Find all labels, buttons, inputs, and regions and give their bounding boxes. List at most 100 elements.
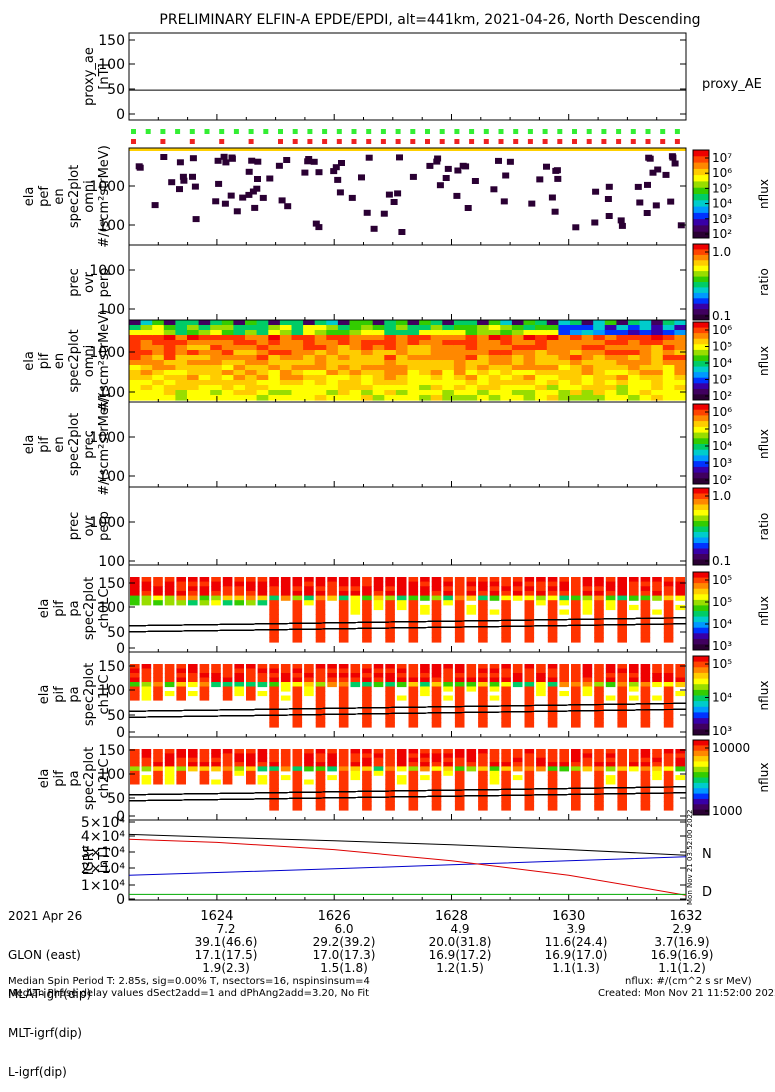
colorbar-segment xyxy=(693,661,709,668)
spectrogram-cell xyxy=(465,340,478,346)
spectrogram-cell xyxy=(188,664,198,670)
spectrogram-cell xyxy=(188,673,198,679)
spectrogram-cell xyxy=(639,390,652,396)
spectrogram-cell xyxy=(384,395,397,401)
spectrogram-cell xyxy=(228,154,236,161)
spectrogram-cell xyxy=(501,762,511,768)
spectrogram-cell xyxy=(338,614,349,620)
spectrogram-cell xyxy=(581,325,594,331)
spectrogram-cell xyxy=(141,600,152,606)
spectrogram-cell xyxy=(350,762,361,768)
spectrogram-cell xyxy=(640,577,651,583)
spectrogram-cell xyxy=(553,167,561,174)
y-tick-label: 100 xyxy=(98,469,125,485)
spectrogram-cell xyxy=(234,600,244,606)
spectrogram-cell xyxy=(675,682,685,688)
spectrogram-cell xyxy=(408,673,419,679)
spectrogram-cell xyxy=(268,350,281,356)
spectrogram-cell xyxy=(454,695,465,701)
spectrogram-cell xyxy=(523,395,536,401)
spectrogram-cell xyxy=(604,196,612,202)
flag-green xyxy=(145,129,151,134)
spectrogram-cell xyxy=(349,395,362,401)
spectrogram-cell xyxy=(535,390,548,396)
spectrogram-cell xyxy=(188,595,198,601)
spectrogram-cell xyxy=(314,325,327,331)
loss-cone-line xyxy=(128,708,687,718)
colorbar-segment xyxy=(693,421,709,428)
spectrogram-cell xyxy=(443,753,453,759)
colorbar-segment xyxy=(693,455,709,462)
spectrogram-cell xyxy=(454,757,465,763)
footer-value: 7.2 xyxy=(216,922,236,936)
spectrogram-cell xyxy=(501,618,511,624)
spectrogram-cell xyxy=(269,749,279,754)
flag-red xyxy=(160,139,166,144)
spectrogram-cell xyxy=(385,783,395,789)
spectrogram-cell xyxy=(536,691,546,697)
spectrogram-cell xyxy=(361,390,374,396)
colorbar-frame xyxy=(692,321,710,401)
spectrogram-cell xyxy=(362,757,372,763)
spectrogram-cell xyxy=(407,335,420,341)
spectrogram-cell xyxy=(640,709,651,715)
spectrogram-cell xyxy=(430,395,443,401)
spectrogram-cell xyxy=(501,775,511,781)
spectrogram-cell xyxy=(558,360,571,366)
spectrogram-cell xyxy=(663,749,674,754)
spectrogram-cell xyxy=(385,805,395,811)
spectrogram-cell xyxy=(292,577,303,583)
spectrogram-cell xyxy=(303,330,316,336)
spectrogram-cell xyxy=(314,365,327,371)
spectrogram-cell xyxy=(536,673,546,679)
spectrogram-cell xyxy=(338,673,349,679)
spectrogram-cell xyxy=(420,766,430,772)
spectrogram-cell xyxy=(168,179,176,186)
flag-green xyxy=(233,129,239,134)
spectrogram-cell xyxy=(160,154,168,160)
colorbar-segment xyxy=(693,282,709,288)
spectrogram-cell xyxy=(315,783,326,789)
spectrogram-cell xyxy=(500,385,513,391)
spectrogram-cell xyxy=(315,722,326,728)
spectrogram-cell xyxy=(222,577,233,583)
spectrogram-cell xyxy=(581,385,594,391)
spectrogram-cell xyxy=(488,325,501,331)
spectrogram-cell xyxy=(246,770,256,776)
x-tick-label: 1630 xyxy=(552,909,585,924)
spectrogram-cell xyxy=(466,757,477,763)
spectrogram-cell xyxy=(501,805,511,811)
spectrogram-cell xyxy=(466,577,477,583)
spectrogram-cell xyxy=(547,577,558,583)
spectrogram-cell xyxy=(547,673,558,679)
spectrogram-cell xyxy=(315,632,326,638)
spectrogram-cell xyxy=(280,668,291,674)
spectrogram-cell xyxy=(582,686,593,692)
spectrogram-cell xyxy=(326,320,339,326)
spectrogram-cell xyxy=(304,691,314,697)
colorbar-segment xyxy=(693,793,709,800)
spectrogram-cell xyxy=(454,805,465,811)
spectrogram-cell xyxy=(327,682,337,688)
spectrogram-cell xyxy=(617,762,627,768)
spectrogram-cell xyxy=(140,365,153,371)
spectrogram-cell xyxy=(337,325,351,331)
spectrogram-cell xyxy=(617,796,627,802)
spectrogram-cell xyxy=(408,700,419,706)
spectrogram-cell xyxy=(338,160,345,166)
spectrogram-cell xyxy=(420,775,430,781)
spectrogram-cell xyxy=(291,390,304,396)
spectrogram-cell xyxy=(164,577,175,583)
spectrogram-cell xyxy=(547,590,558,597)
y-axis-label: en xyxy=(52,188,67,204)
loss-cone-line xyxy=(128,786,687,796)
spectrogram-cell xyxy=(523,345,536,351)
colorbar-segment xyxy=(693,488,709,494)
flag-green xyxy=(645,129,651,134)
spectrogram-cell xyxy=(465,320,478,326)
spectrogram-cell xyxy=(315,664,326,670)
spectrogram-cell xyxy=(500,370,513,376)
y-axis-label: [nT] xyxy=(97,847,112,873)
spectrogram-cell xyxy=(594,595,604,601)
spectrogram-cell xyxy=(338,581,349,587)
